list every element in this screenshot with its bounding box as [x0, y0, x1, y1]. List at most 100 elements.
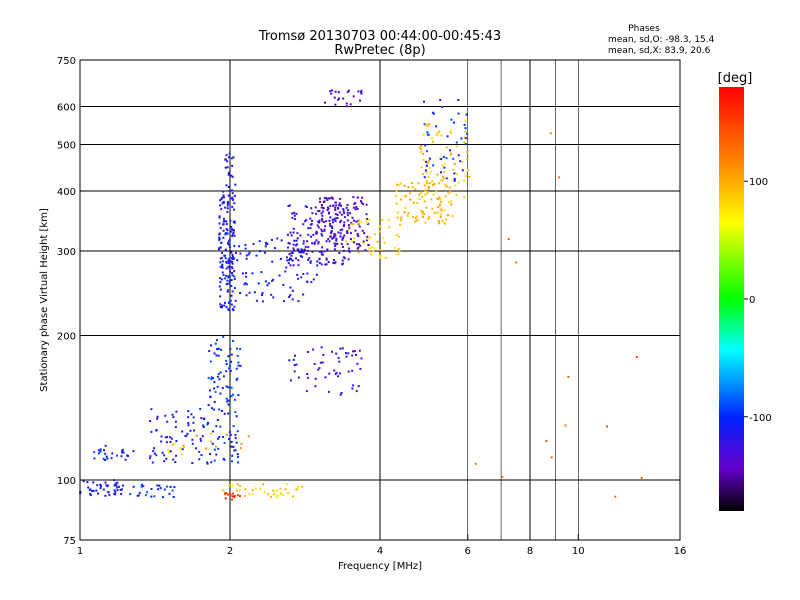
data-point [346, 209, 349, 212]
data-point [329, 216, 332, 219]
data-point [355, 354, 357, 356]
data-point [341, 246, 344, 248]
data-point [372, 250, 375, 253]
data-point [318, 257, 321, 260]
data-point [86, 481, 89, 484]
data-point [346, 230, 349, 233]
data-point [206, 423, 209, 426]
data-point [233, 287, 236, 290]
data-point [446, 135, 449, 138]
data-point [428, 182, 431, 185]
data-point [259, 487, 261, 490]
data-point [210, 461, 213, 464]
data-point [332, 204, 335, 207]
data-point [233, 194, 236, 197]
data-point [275, 495, 278, 498]
data-point [174, 461, 177, 464]
data-point [210, 440, 213, 443]
data-point [286, 483, 289, 486]
data-point [291, 289, 294, 292]
data-point [257, 282, 260, 285]
data-point [150, 408, 153, 411]
data-point [398, 250, 401, 253]
data-point [438, 196, 441, 199]
data-point [457, 99, 460, 101]
data-point [297, 376, 300, 379]
data-point [426, 150, 428, 153]
data-point [202, 426, 205, 428]
data-point [289, 286, 292, 289]
colorbar-tick-label: 0 [749, 295, 755, 306]
data-point [431, 111, 434, 114]
data-point [229, 270, 231, 273]
data-point [348, 247, 350, 250]
data-point [288, 359, 291, 362]
data-point [420, 148, 422, 150]
data-point [343, 234, 346, 237]
data-point [428, 122, 431, 125]
data-point [342, 97, 345, 100]
data-point [103, 449, 105, 452]
data-point [443, 209, 446, 212]
data-point [93, 457, 96, 460]
data-point [228, 431, 231, 434]
data-point [306, 373, 309, 375]
data-point [436, 173, 439, 176]
data-point [360, 220, 363, 223]
data-point [414, 188, 417, 191]
data-point [297, 248, 300, 251]
data-point [297, 259, 300, 262]
data-point [366, 221, 369, 224]
data-point [229, 369, 232, 372]
data-point [243, 494, 246, 497]
data-point [289, 264, 292, 267]
data-point [231, 290, 234, 293]
data-point [293, 364, 296, 367]
data-point [230, 445, 233, 448]
data-point [89, 494, 92, 497]
data-point [640, 477, 643, 479]
data-point [404, 206, 407, 209]
data-point [218, 436, 221, 438]
data-point [455, 145, 458, 148]
data-point [287, 262, 290, 265]
data-point [116, 489, 119, 492]
data-point [420, 151, 423, 153]
data-point [199, 408, 202, 410]
data-point [293, 249, 296, 251]
data-point [427, 187, 430, 190]
data-point [165, 485, 168, 488]
data-point [317, 241, 320, 244]
data-point [442, 175, 444, 178]
data-point [228, 246, 231, 249]
data-point [420, 209, 423, 212]
data-point [369, 236, 372, 239]
data-point [347, 89, 350, 92]
data-point [461, 161, 464, 163]
data-point [308, 257, 311, 260]
data-point [352, 384, 355, 387]
data-point [232, 208, 235, 211]
data-point [399, 182, 402, 185]
data-point [225, 385, 228, 388]
x-tick-label: 16 [674, 546, 687, 557]
x-tick-label: 1 [77, 546, 83, 557]
data-point [403, 194, 406, 197]
data-point [424, 221, 427, 224]
data-point [295, 363, 298, 366]
data-point [236, 377, 239, 380]
data-point [322, 210, 325, 213]
data-point [445, 218, 448, 221]
data-point [291, 259, 294, 262]
data-point [151, 461, 154, 464]
data-point [326, 199, 329, 201]
data-point [379, 256, 382, 259]
data-point [395, 189, 398, 192]
data-point [426, 182, 429, 185]
data-point [271, 260, 274, 263]
data-point [360, 91, 363, 94]
data-point [309, 227, 312, 230]
data-point [345, 355, 348, 358]
data-point [320, 253, 323, 256]
data-point [313, 241, 316, 244]
